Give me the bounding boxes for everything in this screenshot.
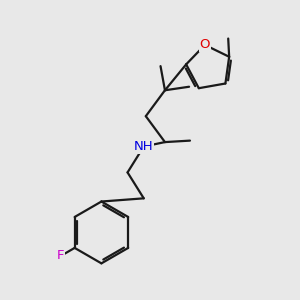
- Text: F: F: [56, 249, 64, 262]
- Text: O: O: [200, 38, 210, 51]
- Text: NH: NH: [133, 140, 153, 153]
